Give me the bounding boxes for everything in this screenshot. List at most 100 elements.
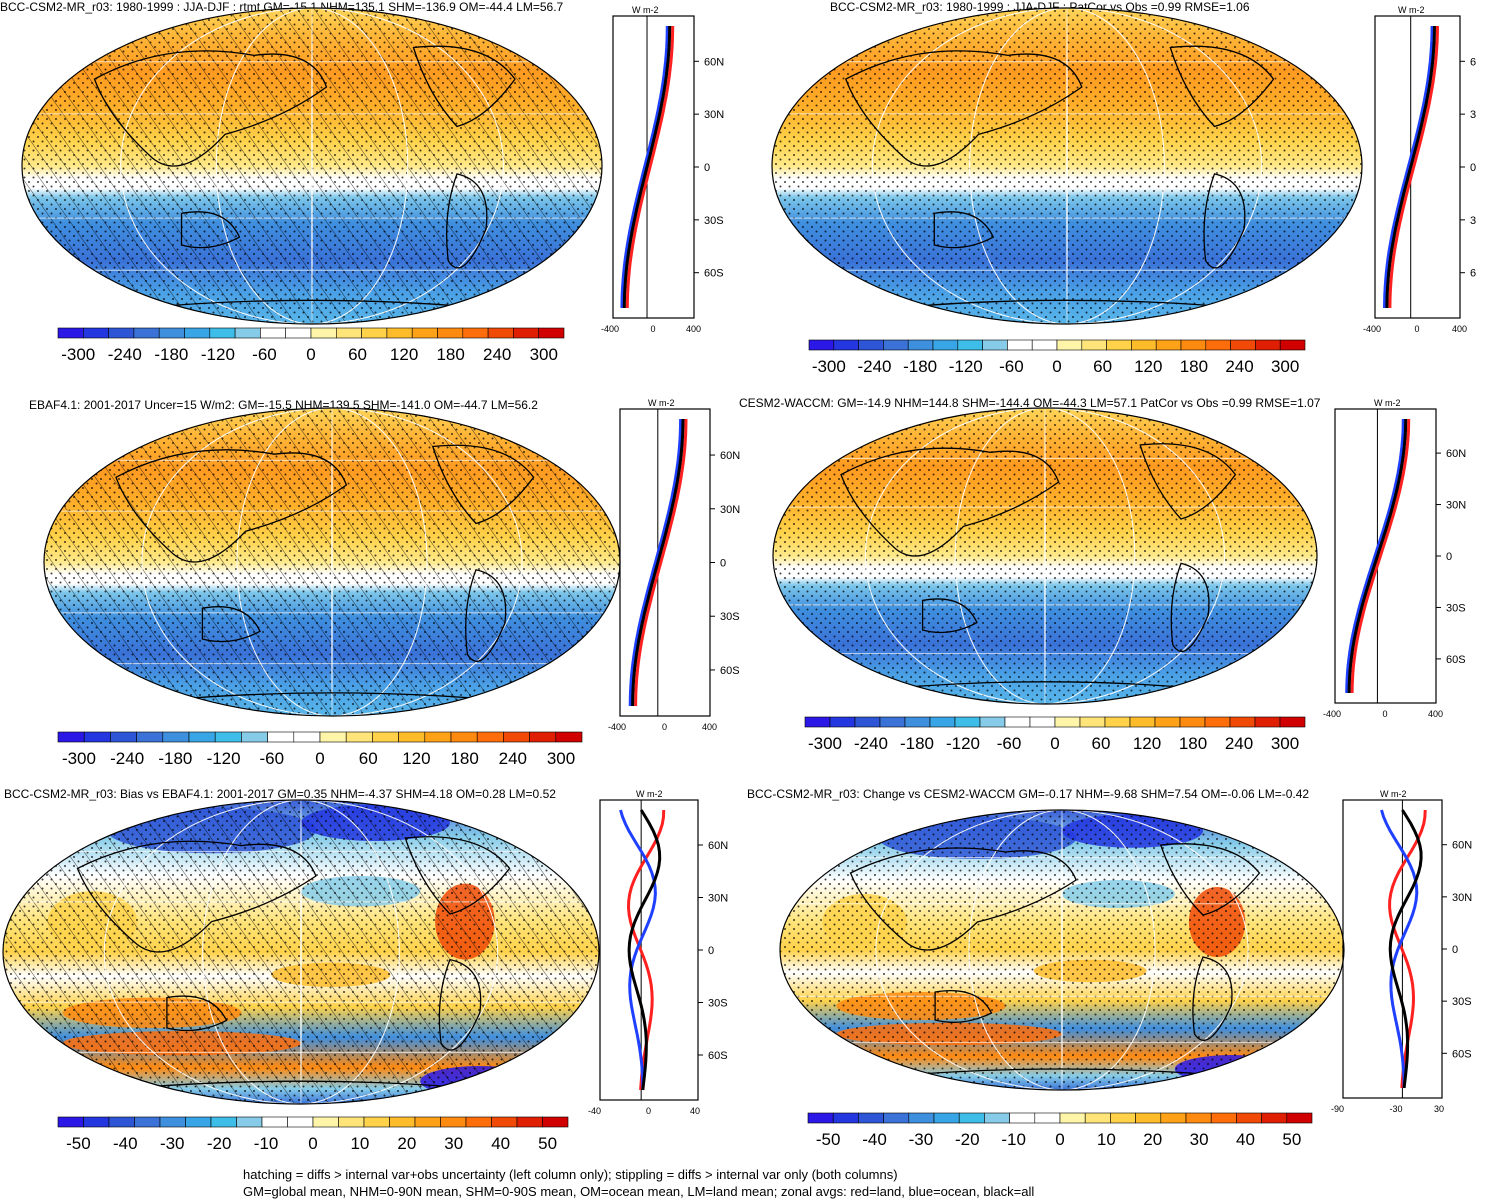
panel-title: CESM2-WACCM: GM=-14.9 NHM=144.8 SHM=-144… (739, 396, 1321, 410)
coastline (881, 681, 1209, 690)
latitude-label: 30S (704, 215, 724, 227)
colorbar-swatch (361, 327, 388, 339)
colorbar-swatch (236, 1116, 263, 1128)
colorbar-label: 0 (1055, 1130, 1064, 1149)
colorbar-label: 0 (1052, 357, 1061, 376)
colorbar-label: 20 (1143, 1130, 1162, 1149)
x-tick-label: 400 (686, 324, 701, 334)
colorbar-swatch (335, 327, 362, 339)
colorbar-swatch (57, 1116, 84, 1128)
latitude-label: 30N (704, 109, 724, 121)
colorbar-label: -240 (108, 345, 142, 364)
latitude-label: 0 (1446, 551, 1452, 563)
latitude-label: 60N (720, 450, 740, 462)
colorbar-swatch (159, 1116, 186, 1128)
latitude-label: 60S (720, 665, 740, 677)
colorbar-label: 0 (306, 345, 315, 364)
colorbar-label: 240 (499, 749, 527, 768)
colorbar-swatch (555, 731, 583, 743)
colorbar-swatch (345, 731, 373, 743)
x-tick-label: 0 (1383, 709, 1388, 719)
zonal-curve (631, 418, 685, 707)
colorbar-swatch (1185, 1112, 1212, 1124)
panel-title: BCC-CSM2-MR_r03: 1980-1999 : JJA-DJF : r… (0, 0, 564, 14)
units-label: W m-2 (1374, 398, 1401, 408)
colorbar-label: 30 (1190, 1130, 1209, 1149)
x-tick-label: 0 (646, 1106, 651, 1116)
colorbar-swatch (929, 716, 956, 728)
x-tick-label: -400 (1363, 324, 1381, 334)
x-tick-label: -40 (588, 1106, 601, 1116)
colorbar-swatch (1009, 1112, 1036, 1124)
colorbar-label: 10 (1097, 1130, 1116, 1149)
colorbar-swatch (1029, 716, 1056, 728)
colorbar-label: -60 (999, 357, 1024, 376)
colorbar-swatch (804, 716, 831, 728)
zonal-curve (634, 418, 688, 707)
colorbar-label: 300 (547, 749, 575, 768)
coastline (933, 211, 995, 249)
colorbar-label: -20 (955, 1130, 980, 1149)
colorbar-swatch (858, 1112, 884, 1124)
colorbar-swatch (1104, 716, 1131, 728)
colorbar-label: -10 (254, 1134, 279, 1153)
colorbar-label: 50 (1282, 1130, 1301, 1149)
zonal-curve (620, 25, 669, 309)
colorbar-swatch (1254, 716, 1281, 728)
colorbar-swatch (854, 716, 881, 728)
colorbar-swatch (1084, 1112, 1111, 1124)
colorbar-swatch (398, 731, 426, 743)
coastline (180, 211, 241, 249)
colorbar-swatch (883, 339, 909, 351)
colorbar: -300 -240 -180 -120 -60 0 60 120 180 240 300 (804, 716, 1306, 753)
colorbar-label: -180 (158, 749, 192, 768)
colorbar-swatch (1155, 339, 1182, 351)
colorbar-label: 0 (315, 749, 324, 768)
coastline (166, 995, 228, 1032)
colorbar-label: -50 (816, 1130, 841, 1149)
colorbar-label: -240 (854, 734, 888, 753)
colorbar-label: -60 (997, 734, 1022, 753)
zonal-mean-plot: W m-2 60N 30N 0 30S 60S -400 0 400 (1323, 398, 1466, 719)
colorbar-label: 300 (1271, 734, 1299, 753)
colorbar-swatch (982, 339, 1008, 351)
colorbar-swatch (133, 327, 160, 339)
colorbar-swatch (883, 1112, 910, 1124)
colorbar-swatch (1236, 1112, 1262, 1124)
colorbar-swatch (1255, 339, 1281, 351)
colorbar-swatch (389, 1116, 416, 1128)
colorbar-label: -300 (61, 345, 95, 364)
colorbar-swatch (465, 1116, 492, 1128)
colorbar-swatch (319, 731, 347, 743)
coastline (849, 847, 1077, 951)
zonal-curve (1347, 418, 1408, 694)
colorbar-label: -20 (207, 1134, 232, 1153)
colorbar-swatch (285, 327, 312, 339)
colorbar-swatch (1131, 339, 1157, 351)
colorbar: -50 -40 -30 -20 -10 0 10 20 30 40 50 (57, 1116, 569, 1153)
colorbar-swatch (440, 1116, 467, 1128)
colorbar-swatch (1160, 1112, 1187, 1124)
colorbar-label: 20 (397, 1134, 416, 1153)
latitude-label: 6 (1470, 56, 1476, 68)
colorbar-swatch (907, 339, 934, 351)
colorbar-swatch (260, 327, 286, 339)
colorbar-swatch (108, 327, 135, 339)
x-tick-label: 0 (1415, 324, 1420, 334)
latitude-label: 60N (704, 56, 724, 68)
coastline (844, 50, 1083, 167)
x-tick-label: -400 (1323, 709, 1341, 719)
map-panel-2: W m-2 60N 30N 0 30S 60S -400 0 400 -300 -240 -180 -1… (43, 398, 740, 768)
colorbar-swatch (462, 327, 489, 339)
colorbar-swatch (214, 731, 242, 743)
footer-line-1: hatching = diffs > internal var+obs unce… (243, 1167, 898, 1182)
colorbar-label: 300 (1271, 357, 1299, 376)
colorbar-swatch (414, 1116, 441, 1128)
colorbar-swatch (1205, 339, 1231, 351)
colorbar-swatch (1031, 339, 1058, 351)
map-panel-4: W m-2 60N 30N 0 30S 60S -40 0 40 -50 -40 -30 -20 -10 0… (2, 789, 728, 1153)
map-panel-0: W m-2 60N 30N 0 30S 60S -400 0 400 -300 -240 -180 -1… (21, 5, 724, 364)
coastline (201, 606, 261, 643)
colorbar-swatch (372, 731, 399, 743)
colorbar-label: -30 (909, 1130, 934, 1149)
